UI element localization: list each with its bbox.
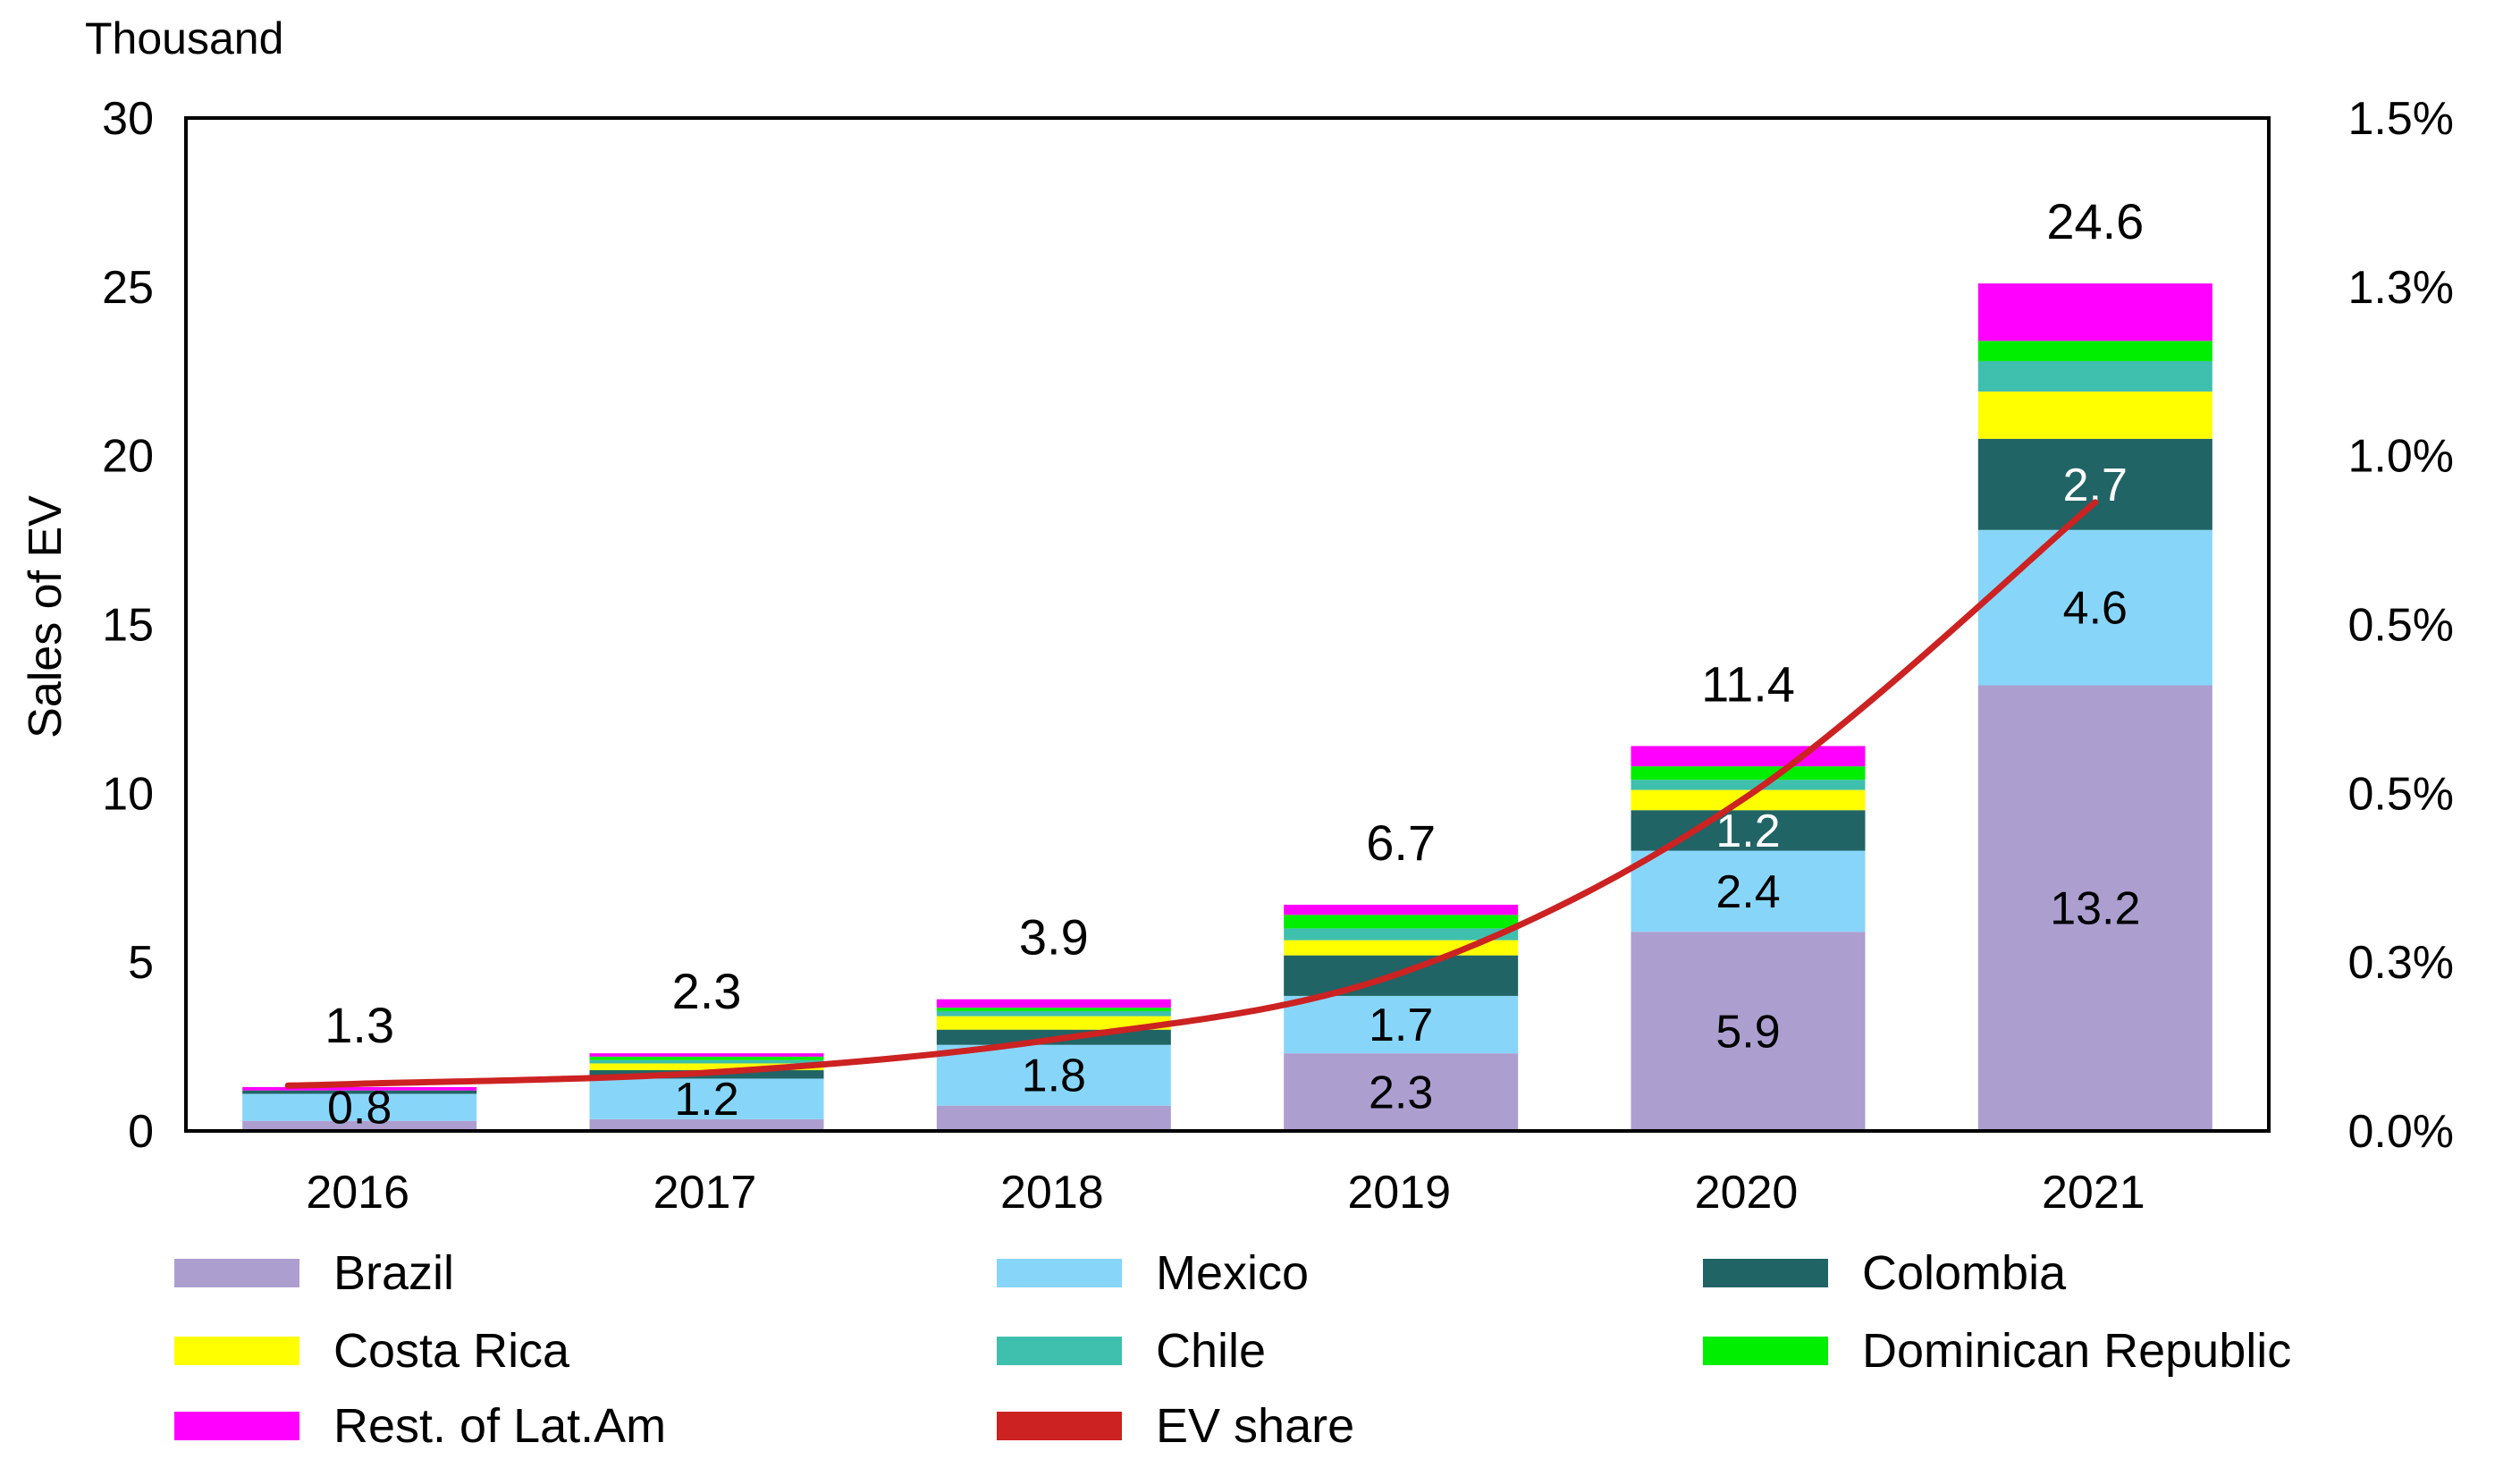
- y-tick-label: 25: [102, 262, 154, 314]
- segment-label: 2.4: [1715, 866, 1780, 918]
- y2-tick-label: 0.5%: [2347, 600, 2454, 652]
- x-tick-label: 2018: [1000, 1167, 1104, 1219]
- bar-segment: [1631, 789, 1866, 811]
- y-tick-label: 20: [102, 431, 154, 483]
- bar-segment: [1631, 780, 1866, 790]
- segment-label: 2.3: [1369, 1067, 1433, 1119]
- segment-label: 1.7: [1369, 1000, 1433, 1051]
- bar-segment: [1631, 766, 1866, 780]
- y-tick-label: 30: [102, 93, 154, 145]
- x-tick-label: 2017: [653, 1167, 757, 1219]
- y2-tick-label: 0.5%: [2347, 768, 2454, 820]
- legend-label: EV share: [1156, 1399, 1354, 1453]
- bar-segment: [1284, 1053, 1519, 1131]
- x-tick-label: 2021: [2042, 1167, 2145, 1219]
- plot-frame: [184, 116, 2271, 1133]
- bar-segment: [1631, 746, 1866, 767]
- x-tick-label: 2020: [1695, 1167, 1799, 1219]
- bar-segment: [936, 1010, 1171, 1017]
- segment-label: 13.2: [2050, 883, 2140, 935]
- secondary-y-axis-ticks: 0.0% 0.3% 0.5% 0.5% 1.0% 1.3% 1.5%: [2347, 93, 2454, 1158]
- bar-segment: [936, 1105, 1171, 1131]
- bar-segment: [589, 1078, 824, 1119]
- y-tick-label: 10: [102, 768, 154, 820]
- bar-segment: [1284, 928, 1519, 941]
- legend-swatch: [1703, 1337, 1828, 1365]
- bar-segment: [589, 1056, 824, 1060]
- legend-swatch: [1703, 1259, 1828, 1287]
- y-tick-label: 15: [102, 600, 154, 652]
- bar-segment: [1977, 283, 2212, 342]
- y2-tick-label: 0.0%: [2347, 1106, 2454, 1158]
- legend-label: Mexico: [1156, 1246, 1309, 1300]
- ev-share-line: [284, 499, 2099, 1089]
- bar-segment: [589, 1118, 824, 1131]
- x-axis-ticks: 2016 2017 2018 2019 2020 2021: [306, 1167, 2145, 1219]
- bar-segment: [1631, 850, 1866, 932]
- bar-segment: [589, 1059, 824, 1064]
- bar-total-label: 6.7: [1366, 814, 1436, 871]
- unit-label: Thousand: [85, 13, 283, 63]
- y-tick-label: 0: [128, 1106, 154, 1158]
- bar-total-label: 2.3: [672, 963, 742, 1019]
- legend: Brazil Mexico Colombia Costa Rica Chile Domin…: [174, 1246, 2291, 1453]
- legend-label: Rest. of Lat.Am: [333, 1399, 666, 1453]
- segment-label: 1.8: [1022, 1050, 1086, 1102]
- bar-segment: [936, 999, 1171, 1008]
- bar-segment: [1977, 391, 2212, 439]
- y2-tick-label: 1.3%: [2347, 262, 2454, 314]
- bar-segment: [242, 1090, 477, 1094]
- bar-segment: [1631, 932, 1866, 1131]
- stacked-bars: [242, 283, 2212, 1131]
- bar-segment: [1977, 438, 2212, 530]
- bar-segment: [242, 1086, 477, 1091]
- legend-label: Dominican Republic: [1862, 1324, 2291, 1378]
- bar-segment: [242, 1120, 477, 1131]
- bar-segment: [1977, 529, 2212, 686]
- segment-value-labels: 0.8 1.2 1.8 2.31.7 5.92.41.213.24.62.7: [327, 460, 2140, 1135]
- legend-label: Chile: [1156, 1324, 1266, 1378]
- bar-segment: [242, 1093, 477, 1121]
- bar-segment: [936, 1044, 1171, 1106]
- x-tick-label: 2019: [1347, 1167, 1451, 1219]
- bar-segment: [1977, 685, 2212, 1131]
- bar-total-label: 3.9: [1019, 909, 1089, 966]
- y2-tick-label: 0.3%: [2347, 937, 2454, 989]
- bar-segment: [936, 1008, 1171, 1011]
- legend-swatch: [174, 1337, 299, 1365]
- bar-total-label: 11.4: [1701, 655, 1795, 712]
- bar-total-label: 24.6: [2046, 193, 2144, 249]
- bar-segment: [936, 1016, 1171, 1030]
- legend-swatch: [174, 1412, 299, 1440]
- y-axis-ticks: 0 5 10 15 20 25 30: [102, 93, 154, 1158]
- bar-segment: [1284, 995, 1519, 1054]
- bar-segment: [589, 1053, 824, 1057]
- y2-tick-label: 1.5%: [2347, 93, 2454, 145]
- segment-label: 4.6: [2063, 583, 2128, 635]
- bar-total-label: 1.3: [324, 997, 394, 1053]
- legend-label: Costa Rica: [333, 1324, 570, 1378]
- legend-swatch: [997, 1337, 1122, 1365]
- legend-swatch: [174, 1259, 299, 1287]
- segment-label: 5.9: [1715, 1007, 1780, 1059]
- x-tick-label: 2016: [306, 1167, 409, 1219]
- bar-segment: [1284, 915, 1519, 929]
- bar-segment: [1284, 904, 1519, 915]
- segment-label: 0.8: [327, 1083, 392, 1135]
- legend-swatch: [997, 1259, 1122, 1287]
- y-axis-title: Sales of EV: [20, 495, 72, 738]
- bar-segment: [1977, 360, 2212, 392]
- bar-segment: [1977, 341, 2212, 361]
- legend-label: Colombia: [1862, 1246, 2067, 1300]
- bar-segment: [589, 1063, 824, 1071]
- legend-swatch: [997, 1412, 1122, 1440]
- legend-label: Brazil: [333, 1246, 454, 1300]
- segment-label: 1.2: [1715, 806, 1780, 857]
- segment-label: 1.2: [674, 1074, 738, 1126]
- y-tick-label: 5: [128, 937, 154, 989]
- y2-tick-label: 1.0%: [2347, 431, 2454, 483]
- bar-total-labels: 1.3 2.3 3.9 6.7 11.4 24.6: [324, 193, 2144, 1053]
